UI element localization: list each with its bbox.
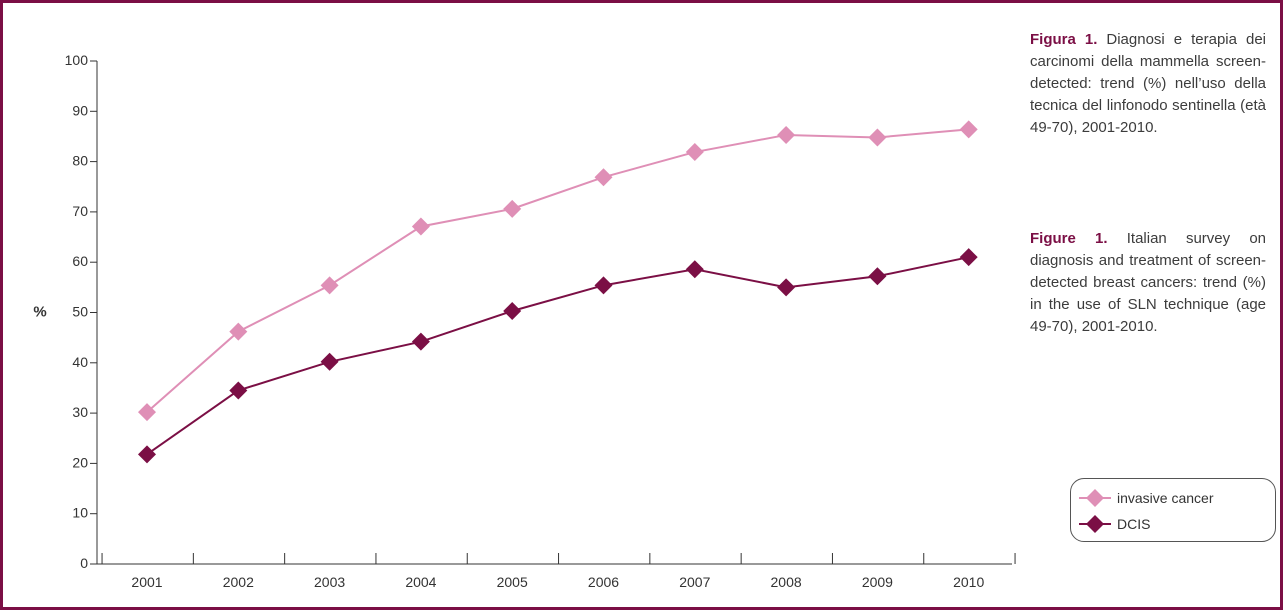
legend-item-invasive-cancer: invasive cancer: [1079, 487, 1214, 509]
y-tick-label: 30: [72, 404, 88, 420]
data-point-invasive-cancer: [959, 120, 978, 139]
data-point-dcis: [685, 260, 704, 279]
data-point-invasive-cancer: [503, 199, 522, 218]
x-tick-label: 2009: [862, 574, 893, 590]
caption-english-text: Italian survey on diagnosis and treatmen…: [1030, 230, 1266, 335]
data-point-invasive-cancer: [868, 128, 887, 147]
caption-italian: Figura 1. Diagnosi e terapia dei carcino…: [1030, 29, 1266, 139]
caption-italian-label: Figura 1.: [1030, 31, 1098, 48]
caption-english: Figure 1. Italian survey on diagnosis an…: [1030, 228, 1266, 338]
data-point-dcis: [320, 352, 339, 371]
x-tick-label: 2008: [771, 574, 802, 590]
x-axis: 2001 2002 2003 2004 2005 2006 2007 2008 2009 2010: [97, 553, 1016, 590]
data-point-dcis: [959, 248, 978, 267]
data-point-invasive-cancer: [411, 217, 430, 236]
x-tick-label: 2010: [953, 574, 984, 590]
data-point-invasive-cancer: [594, 168, 613, 187]
x-tick-label: 2007: [679, 574, 710, 590]
invasive-cancer-marker-icon: [1079, 489, 1111, 507]
x-tick-label: 2001: [131, 574, 162, 590]
dcis-marker-icon: [1079, 515, 1111, 533]
data-point-invasive-cancer: [685, 143, 704, 162]
data-point-invasive-cancer: [320, 276, 339, 295]
y-tick-label: 50: [72, 304, 88, 320]
data-point-dcis: [868, 267, 887, 286]
data-point-dcis: [777, 278, 796, 297]
data-point-invasive-cancer: [229, 322, 248, 341]
y-tick-label: 80: [72, 153, 88, 169]
legend-label-dcis: DCIS: [1117, 516, 1151, 532]
series-layer: [138, 120, 978, 464]
data-point-invasive-cancer: [777, 125, 796, 144]
x-tick-label: 2004: [405, 574, 436, 590]
legend-item-dcis: DCIS: [1079, 513, 1150, 535]
y-tick-label: 10: [72, 505, 88, 521]
x-tick-label: 2006: [588, 574, 619, 590]
data-point-dcis: [503, 301, 522, 320]
y-tick-label: 20: [72, 454, 88, 470]
y-tick-label: 70: [72, 203, 88, 219]
legend-label-invasive-cancer: invasive cancer: [1117, 490, 1214, 506]
data-point-dcis: [594, 276, 613, 295]
x-tick-label: 2002: [223, 574, 254, 590]
y-tick-label: 0: [80, 555, 88, 571]
data-point-dcis: [229, 381, 248, 400]
y-tick-label: 100: [65, 52, 89, 68]
y-tick-label: 90: [72, 102, 88, 118]
data-point-dcis: [138, 445, 156, 464]
data-point-dcis: [411, 332, 430, 351]
y-tick-label: 40: [72, 354, 88, 370]
caption-italian-text: Diagnosi e terapia dei carcinomi della m…: [1030, 31, 1266, 136]
y-tick-label: 60: [72, 253, 88, 269]
caption-english-label: Figure 1.: [1030, 230, 1108, 247]
series-line-invasive-cancer: [146, 128, 969, 413]
data-point-invasive-cancer: [138, 403, 156, 422]
series-line-dcis: [146, 256, 969, 456]
x-tick-label: 2005: [497, 574, 528, 590]
x-tick-label: 2003: [314, 574, 345, 590]
y-axis: 0 10 20 30 40 50 60 70 80 90 100: [65, 52, 98, 571]
y-axis-label: %: [33, 304, 46, 321]
chart-legend: invasive cancer DCIS: [1070, 478, 1276, 542]
